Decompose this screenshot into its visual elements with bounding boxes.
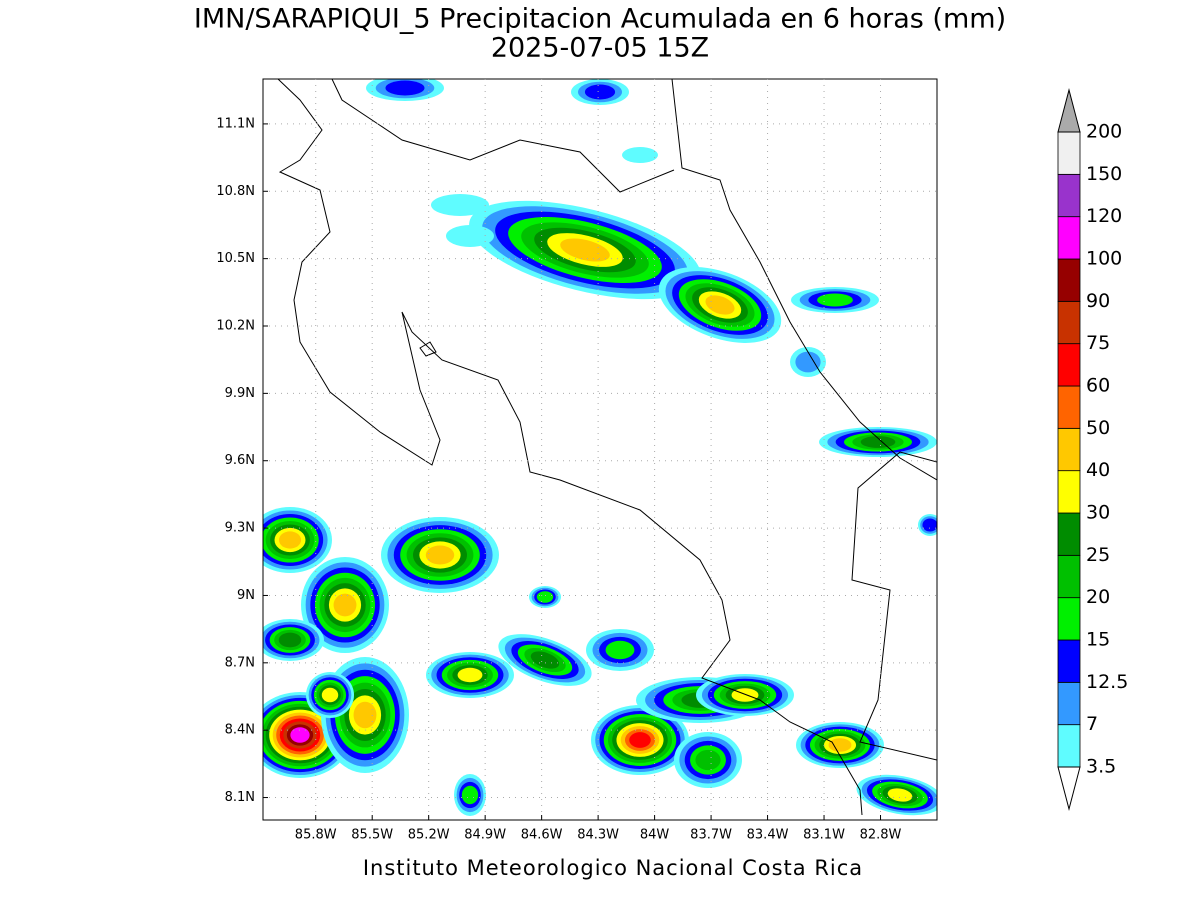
precip-contour xyxy=(584,84,616,100)
axes: 85.8W 85.5W 85.2W 84.9W 84.6W 84.3W 84W 83.7W 83… xyxy=(216,79,937,843)
colorbar-band xyxy=(1057,131,1081,175)
y-tick-label: 8.4N xyxy=(225,723,255,738)
precip-contour xyxy=(530,651,560,669)
precip-contour xyxy=(922,518,937,532)
colorbar-label: 15 xyxy=(1086,629,1110,651)
colorbar-label: 7 xyxy=(1086,713,1098,735)
colorbar-band xyxy=(1057,216,1081,260)
precip-contour xyxy=(385,80,425,96)
island xyxy=(419,341,437,357)
precip-contour xyxy=(629,732,651,748)
colorbar-label: 30 xyxy=(1086,502,1110,524)
precip-contour xyxy=(461,785,479,805)
precip-contour xyxy=(321,687,339,703)
y-tick-label: 9N xyxy=(237,588,255,603)
precip-contour xyxy=(457,667,483,683)
colorbar: 3.5 7 12.5 15 20 25 30 40 50 60 75 90 100 120 150 200 xyxy=(1057,88,1128,811)
precip-contour xyxy=(278,531,302,549)
precip-contour xyxy=(333,593,357,617)
colorbar-band xyxy=(1057,300,1081,345)
x-tick-label: 83.7W xyxy=(690,828,732,843)
panama-border xyxy=(851,451,937,761)
y-tick-label: 9.6N xyxy=(225,453,255,468)
colorbar-label: 150 xyxy=(1086,163,1122,185)
x-tick-label: 83.1W xyxy=(803,828,845,843)
precip-contour xyxy=(887,788,913,802)
y-tick-label: 10.8N xyxy=(216,184,255,199)
precip-contour xyxy=(560,238,610,262)
colorbar-label: 75 xyxy=(1086,332,1110,354)
x-tick-label: 83.4W xyxy=(747,828,789,843)
colorbar-label: 90 xyxy=(1086,290,1110,312)
colorbar-band xyxy=(1057,724,1081,768)
x-tick-label: 85.5W xyxy=(351,828,393,843)
colorbar-label: 20 xyxy=(1086,586,1110,608)
colorbar-label: 25 xyxy=(1086,544,1110,566)
colorbar-label: 3.5 xyxy=(1086,756,1116,778)
precip-contour xyxy=(446,225,494,247)
colorbar-band xyxy=(1057,343,1081,387)
colorbar-band xyxy=(1057,385,1081,429)
precip-contour xyxy=(860,436,896,448)
precip-contour xyxy=(705,295,735,315)
y-tick-label: 10.2N xyxy=(216,319,255,334)
title: IMN/SARAPIQUI_5 Precipitacion Acumulada … xyxy=(194,4,1006,35)
footer: Instituto Meteorologico Nacional Costa R… xyxy=(363,856,863,880)
colorbar-label: 200 xyxy=(1086,121,1122,143)
x-tick-label: 84.3W xyxy=(577,828,619,843)
colorbar-label: 60 xyxy=(1086,375,1110,397)
precip-contour xyxy=(695,749,721,771)
colorbar-band xyxy=(1057,427,1081,472)
x-tick-label: 84.6W xyxy=(521,828,563,843)
precip-contour xyxy=(290,727,310,743)
precip-contour xyxy=(605,640,635,660)
x-tick-label: 84.9W xyxy=(464,828,506,843)
colorbar-label: 100 xyxy=(1086,248,1122,270)
colorbar-band xyxy=(1057,470,1081,514)
y-tick-label: 9.9N xyxy=(225,386,255,401)
x-tick-label: 82.8W xyxy=(860,828,902,843)
caribbean-coast xyxy=(671,79,937,481)
y-tick-label: 8.1N xyxy=(225,790,255,805)
colorbar-label: 120 xyxy=(1086,205,1122,227)
x-tick-label: 84W xyxy=(640,828,670,843)
precip-contour xyxy=(828,738,852,752)
subtitle: 2025-07-05 15Z xyxy=(491,33,709,64)
colorbar-band xyxy=(1057,173,1081,218)
colorbar-band xyxy=(1057,639,1081,683)
precip-contour xyxy=(431,194,489,216)
precip-contour xyxy=(817,293,853,307)
nicaragua-border xyxy=(331,79,675,193)
y-tick-label: 9.3N xyxy=(225,521,255,536)
colorbar-band xyxy=(1057,681,1081,726)
colorbar-band xyxy=(1057,512,1081,556)
colorbar-band xyxy=(1057,554,1081,599)
precip-contour xyxy=(795,351,821,373)
x-tick-label: 85.8W xyxy=(295,828,337,843)
coastlines xyxy=(277,79,937,816)
colorbar-band xyxy=(1057,258,1081,302)
precip-contour xyxy=(622,147,658,163)
colorbar-label: 50 xyxy=(1086,417,1110,439)
precip-contour xyxy=(278,632,302,648)
precip-contour xyxy=(353,701,377,729)
precip-contour xyxy=(425,545,455,565)
x-tick-label: 85.2W xyxy=(408,828,450,843)
precip-field xyxy=(263,79,937,816)
colorbar-band xyxy=(1057,597,1081,641)
colorbar-label: 40 xyxy=(1086,459,1110,481)
precip-contour xyxy=(536,591,554,603)
colorbar-under xyxy=(1057,766,1081,811)
pacific-coast xyxy=(277,79,863,816)
y-tick-label: 11.1N xyxy=(216,116,255,131)
map-frame xyxy=(262,78,938,821)
colorbar-over xyxy=(1057,88,1081,133)
y-tick-label: 8.7N xyxy=(225,655,255,670)
colorbar-label: 12.5 xyxy=(1086,671,1128,693)
y-tick-label: 10.5N xyxy=(216,251,255,266)
